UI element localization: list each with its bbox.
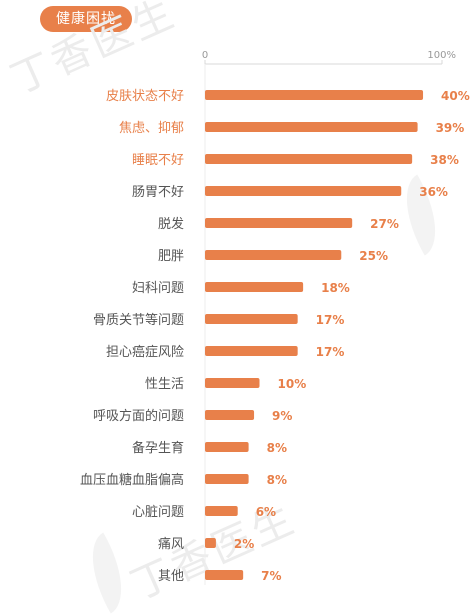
- category-label: 备孕生育: [132, 440, 184, 456]
- value-label: 8%: [267, 441, 287, 455]
- bar: [205, 570, 244, 580]
- bar: [205, 154, 413, 164]
- category-label: 焦虑、抑郁: [119, 121, 184, 136]
- category-label: 痛风: [158, 536, 184, 552]
- value-label: 36%: [419, 185, 448, 199]
- category-label: 性生活: [145, 377, 184, 392]
- x-axis: 0 100%: [202, 50, 456, 585]
- value-label: 17%: [316, 313, 345, 327]
- category-label: 呼吸方面的问题: [93, 408, 184, 424]
- bar: [205, 186, 402, 196]
- x-axis-tick-label: 0: [202, 50, 208, 61]
- category-label: 脱发: [158, 216, 184, 232]
- bar: [205, 250, 342, 260]
- value-label: 8%: [267, 473, 287, 487]
- value-label: 7%: [261, 569, 281, 583]
- category-label: 妇科问题: [132, 280, 184, 296]
- category-label: 其他: [158, 569, 184, 584]
- bar: [205, 346, 298, 356]
- bar: [205, 538, 216, 548]
- value-label: 27%: [370, 217, 399, 231]
- bar: [205, 314, 298, 324]
- value-label: 6%: [256, 505, 276, 519]
- category-label: 睡眠不好: [132, 153, 184, 168]
- category-label: 心脏问题: [132, 505, 184, 520]
- bar: [205, 218, 353, 228]
- x-axis-tick-label: 100%: [427, 50, 456, 61]
- bar: [205, 282, 304, 292]
- value-label: 17%: [316, 345, 345, 359]
- value-label: 10%: [278, 377, 307, 391]
- bar: [205, 90, 424, 100]
- bar: [205, 122, 418, 132]
- value-label: 39%: [436, 121, 465, 135]
- value-label: 25%: [359, 249, 388, 263]
- value-label: 40%: [441, 89, 470, 103]
- category-label: 肠胃不好: [132, 185, 184, 200]
- category-label: 担心癌症风险: [106, 344, 184, 360]
- category-label: 血压血糖血脂偏高: [80, 472, 184, 488]
- value-label: 18%: [321, 281, 350, 295]
- section-badge: 健康困扰: [40, 6, 132, 32]
- value-label: 38%: [430, 153, 459, 167]
- category-label: 肥胖: [158, 249, 184, 264]
- bar: [205, 442, 249, 452]
- value-label: 9%: [272, 409, 292, 423]
- bars: 皮肤状态不好 40% 焦虑、抑郁 39% 睡眠不好 38% 肠胃不好 36% 脱发 27% 肥胖 25…: [80, 89, 470, 584]
- bar: [205, 410, 255, 420]
- bar: [205, 378, 260, 388]
- bar: [205, 506, 238, 516]
- category-label: 皮肤状态不好: [106, 89, 184, 104]
- bar: [205, 474, 249, 484]
- category-label: 骨质关节等问题: [93, 312, 184, 328]
- value-label: 2%: [234, 537, 254, 551]
